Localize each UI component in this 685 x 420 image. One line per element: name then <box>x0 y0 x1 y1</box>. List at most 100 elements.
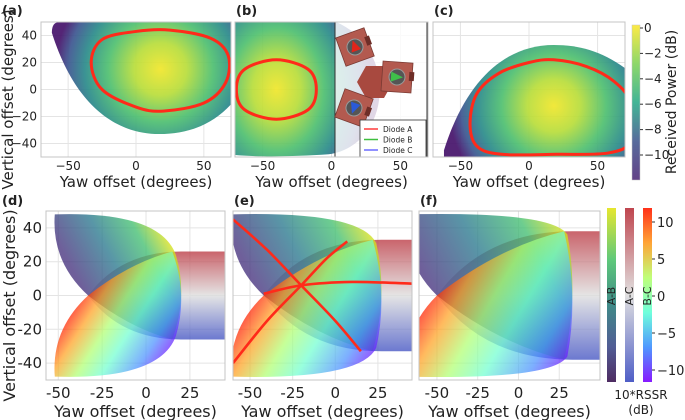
axes-frame <box>45 210 226 381</box>
y-tick-label: 40 <box>23 219 42 237</box>
plot-area <box>54 214 225 377</box>
plot-area <box>419 213 600 378</box>
direction-arrow-icon <box>390 71 403 82</box>
rssr-label-line1: 10*RSSR <box>614 388 667 402</box>
y-tick-label: 20 <box>22 56 37 70</box>
x-tick-label: 50 <box>590 159 605 173</box>
received-power-colorbar: 0 −2 −4 −6 −8 −10 Received Power (dB) <box>631 21 680 181</box>
x-tick-label: 25 <box>550 384 569 402</box>
x-tick-label: −50 <box>250 159 275 173</box>
received-power-heatmap <box>443 44 625 157</box>
axes-frame <box>418 210 601 381</box>
x-axis-label: Yaw offset (degrees) <box>254 173 408 191</box>
colorbar-viridis <box>631 24 641 181</box>
colorbar-tick-label: −10 <box>657 364 684 379</box>
panel-label-b: (b) <box>236 4 257 19</box>
legend-label: Diode B <box>383 136 412 145</box>
colorbar-tick-label: 0 <box>657 290 665 305</box>
panels: −50 0 50 40 20 0 −20 −40 Yaw offset (degrees) Ver… <box>0 9 626 420</box>
rssr-colorbars: A-B A-C B-C 10 5 0 −5 −10 10*RSSR (dB) <box>605 208 684 417</box>
x-axis-label: Yaw offset (degrees) <box>53 402 217 420</box>
plot-area <box>443 44 625 157</box>
axes-frame <box>234 21 429 158</box>
rssr-region-b-c <box>54 251 182 377</box>
legend-label: Diode C <box>383 146 412 155</box>
colorbar-tick-label: −5 <box>657 327 676 342</box>
contour-line <box>235 58 318 121</box>
colorbar-label: Received Power (dB) <box>664 30 680 174</box>
colorbar-a-b-label: A-B <box>605 287 618 305</box>
colorbar-tick-label: 0 <box>644 21 652 35</box>
colorbar-tick-label: −6 <box>644 97 662 111</box>
x-tick-label: 25 <box>180 384 199 402</box>
y-axis-label: Vertical offset (degrees) <box>0 209 19 401</box>
x-tick-label: 0 <box>132 159 140 173</box>
y-tick-label: 0 <box>32 287 42 305</box>
plot-area <box>51 22 231 135</box>
axes-frame <box>432 21 626 158</box>
x-tick-label: -25 <box>465 384 490 402</box>
direction-arrow-icon <box>351 101 361 114</box>
y-tick-label: 20 <box>23 253 42 271</box>
x-tick-label: 0 <box>525 159 533 173</box>
x-tick-label: 50 <box>393 159 408 173</box>
x-tick-label: -50 <box>238 384 263 402</box>
x-tick-label: 0 <box>514 384 524 402</box>
colorbar-b-c <box>643 208 652 382</box>
rssr-region-b-c <box>419 231 573 378</box>
x-tick-label: 50 <box>196 159 211 173</box>
contour-line <box>468 58 625 157</box>
colorbar-tick-label: −10 <box>644 148 669 162</box>
colorbar-tick-label: 10 <box>657 216 674 231</box>
x-axis-label: Yaw offset (degrees) <box>427 402 591 420</box>
rssr-region-b-c <box>233 239 382 377</box>
colorbar-tick-label: −2 <box>644 46 662 60</box>
x-tick-label: -25 <box>90 384 115 402</box>
panel-label-d: (d) <box>2 194 23 209</box>
y-tick-label: −40 <box>12 137 37 151</box>
x-tick-label: 0 <box>331 384 341 402</box>
x-tick-label: -50 <box>46 384 71 402</box>
y-tick-label: 40 <box>22 29 37 43</box>
received-power-heatmap <box>51 22 231 135</box>
x-tick-label: -50 <box>425 384 450 402</box>
zero-rssr-line <box>263 280 412 296</box>
panel-label-c: (c) <box>434 4 454 19</box>
panel-a: −50 0 50 40 20 0 −20 −40 Yaw offset (degrees) Ver… <box>0 9 232 191</box>
y-axis-label: Vertical offset (degrees) <box>0 9 17 189</box>
colorbar-tick-label: −8 <box>644 123 662 137</box>
x-tick-label: −50 <box>448 159 473 173</box>
y-tick-label: −20 <box>12 110 37 124</box>
diode-module-a <box>335 27 375 67</box>
colorbar-a-c <box>625 208 634 382</box>
axes-frame <box>40 21 232 158</box>
plot-area <box>233 214 412 377</box>
colorbar-tick-label: −4 <box>644 72 662 86</box>
x-tick-label: 0 <box>328 159 336 173</box>
rssr-label-line2: (dB) <box>628 403 653 417</box>
axes-frame <box>232 210 413 381</box>
y-tick-label: -20 <box>18 320 43 338</box>
legend-label: Diode A <box>383 125 413 134</box>
panel-label-f: (f) <box>420 194 438 209</box>
y-tick-label: 0 <box>29 83 37 97</box>
colorbar-a-c-label: A-C <box>623 286 636 305</box>
x-tick-label: 0 <box>141 384 151 402</box>
diode-module-c <box>334 88 374 128</box>
diode-module-b <box>380 60 415 94</box>
contour-line <box>89 28 231 113</box>
panel-d: -50 -25 0 25 40 20 0 -20 -40 Yaw offset (degrees)… <box>0 209 226 420</box>
colorbar-b-c-label: B-C <box>641 286 654 306</box>
x-axis-label: Yaw offset (degrees) <box>240 402 404 420</box>
x-axis-label: Yaw offset (degrees) <box>59 173 213 191</box>
y-tick-label: -40 <box>18 354 43 372</box>
panel-label-a: (a) <box>2 4 23 19</box>
colorbar-tick-label: 5 <box>657 253 665 268</box>
